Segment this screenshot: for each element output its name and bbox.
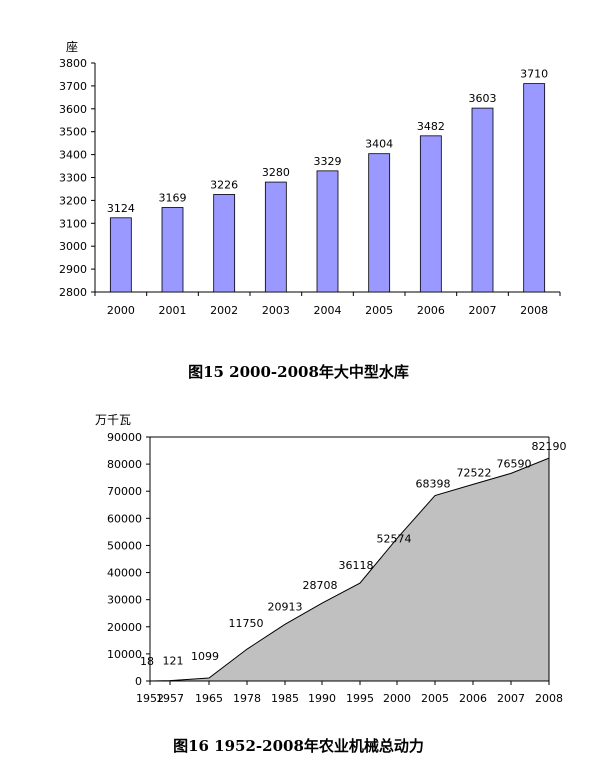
chart2-data-label: 52574 xyxy=(377,532,412,545)
chart1-x-tick-label: 2002 xyxy=(210,304,238,317)
chart1-y-tick-label: 3000 xyxy=(59,240,87,253)
chart2-x-tick-label: 1965 xyxy=(195,692,223,705)
machinery-area-chart: 万千瓦 0 10000 20000 30000 40000 50000 60000 70000… xyxy=(95,413,567,705)
chart1-y-tick-label: 3600 xyxy=(59,103,87,116)
chart2-data-label: 82190 xyxy=(532,440,567,453)
chart2-y-tick-label: 60000 xyxy=(107,512,142,525)
chart2-x-tick-label: 1978 xyxy=(233,692,261,705)
chart2-x-tick-label: 1957 xyxy=(156,692,184,705)
chart2-data-label: 11750 xyxy=(229,617,264,630)
chart2-x-tick-label: 2005 xyxy=(421,692,449,705)
chart1-y-tick-label: 2800 xyxy=(59,286,87,299)
chart1-bar xyxy=(109,217,132,293)
chart2-unit-label: 万千瓦 xyxy=(95,413,131,427)
chart2-data-label: 18 xyxy=(140,655,154,668)
chart2-y-tick-label: 40000 xyxy=(107,567,142,580)
chart2-data-label: 76590 xyxy=(497,457,532,470)
chart2-data-label: 28708 xyxy=(303,579,338,592)
chart1-caption: 图15 2000-2008年大中型水库 xyxy=(188,363,409,381)
chart1-bar xyxy=(213,194,236,293)
chart2-data-label: 68398 xyxy=(416,478,451,491)
chart1-bar xyxy=(523,83,546,293)
chart2-y-tick-label: 0 xyxy=(135,675,142,688)
chart1-data-label: 3124 xyxy=(107,202,135,215)
chart1-bar xyxy=(161,207,184,293)
chart1-x-tick-label: 2005 xyxy=(365,304,393,317)
chart1-data-label: 3710 xyxy=(520,68,548,81)
chart1-y-tick-label: 3100 xyxy=(59,217,87,230)
chart1-y-tick-label: 2900 xyxy=(59,263,87,276)
chart2-x-tick-label: 1985 xyxy=(271,692,299,705)
chart1-bar xyxy=(419,135,442,293)
chart2-data-label: 72522 xyxy=(457,466,492,479)
chart2-y-tick-label: 70000 xyxy=(107,485,142,498)
chart1-x-tick-label: 2004 xyxy=(314,304,342,317)
chart1-x-tick-label: 2001 xyxy=(159,304,187,317)
chart1-data-label: 3226 xyxy=(210,178,238,191)
chart1-unit-label: 座 xyxy=(66,39,78,54)
chart2-x-tick-label: 2000 xyxy=(383,692,411,705)
chart2-data-label: 20913 xyxy=(268,600,303,613)
chart1-x-tick-label: 2007 xyxy=(469,304,497,317)
chart2-x-tick-label: 1952 xyxy=(136,692,164,705)
chart1-x-tick-label: 2006 xyxy=(417,304,445,317)
chart1-data-label: 3280 xyxy=(262,166,290,179)
chart1-data-label: 3482 xyxy=(417,120,445,133)
chart1-x-tick-label: 2008 xyxy=(520,304,548,317)
chart1-data-label: 3329 xyxy=(314,155,342,168)
chart1-x-tick-label: 2000 xyxy=(107,304,135,317)
chart1-bar xyxy=(316,170,339,293)
chart1-y-tick-label: 3200 xyxy=(59,194,87,207)
chart2-y-tick-label: 50000 xyxy=(107,539,142,552)
chart1-y-tick-label: 3300 xyxy=(59,172,87,185)
chart2-area-series xyxy=(149,457,550,682)
chart1-y-tick-label: 3800 xyxy=(59,57,87,70)
chart2-x-tick-label: 1990 xyxy=(308,692,336,705)
chart1-data-label: 3169 xyxy=(159,191,187,204)
chart2-y-tick-label: 10000 xyxy=(107,648,142,661)
chart1-y-tick-label: 3400 xyxy=(59,149,87,162)
chart2-y-tick-label: 30000 xyxy=(107,594,142,607)
chart2-x-tick-label: 2007 xyxy=(497,692,525,705)
chart1-bar xyxy=(264,181,287,293)
chart1-x-tick-label: 2003 xyxy=(262,304,290,317)
chart2-data-label: 36118 xyxy=(339,559,374,572)
chart2-data-label: 121 xyxy=(163,655,184,668)
chart2-y-tick-label: 80000 xyxy=(107,458,142,471)
chart1-bar xyxy=(368,153,391,293)
chart1-bar xyxy=(471,107,494,293)
chart1-data-label: 3603 xyxy=(469,92,497,105)
chart1-y-tick-label: 3700 xyxy=(59,80,87,93)
chart2-x-tick-label: 2006 xyxy=(459,692,487,705)
chart2-y-tick-label: 20000 xyxy=(107,621,142,634)
chart1-data-label: 3404 xyxy=(365,138,393,151)
chart2-y-tick-label: 90000 xyxy=(107,431,142,444)
chart1-y-tick-label: 3500 xyxy=(59,126,87,139)
chart2-x-tick-label: 1995 xyxy=(346,692,374,705)
chart2-caption: 图16 1952-2008年农业机械总动力 xyxy=(173,737,424,755)
chart2-x-tick-label: 2008 xyxy=(535,692,563,705)
reservoir-bar-chart: 座 2800 2900 3000 3100 3200 3300 3400 3500 3600 37… xyxy=(59,39,561,317)
chart2-data-label: 1099 xyxy=(191,650,219,663)
